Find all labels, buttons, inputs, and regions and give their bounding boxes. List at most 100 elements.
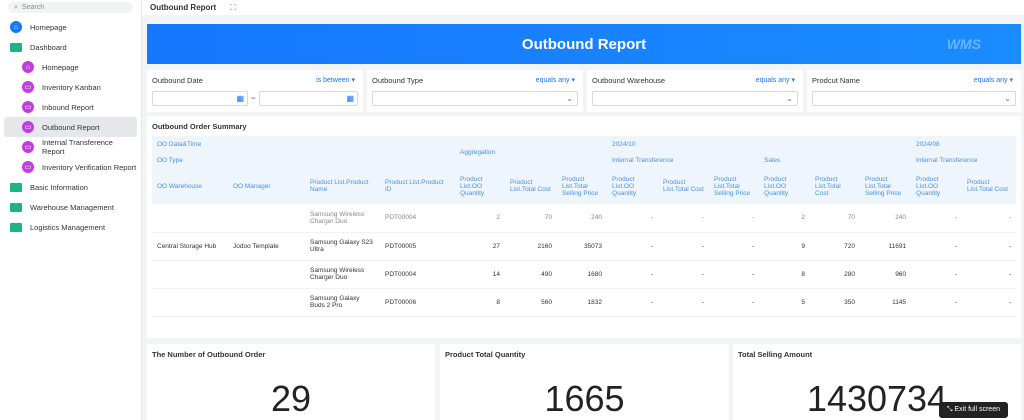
table-cell: Samsung Wireless Charger Duo	[305, 204, 380, 233]
group-type-header: Internal Transference	[911, 152, 1017, 168]
folder-icon	[10, 222, 22, 232]
column-header[interactable]: Product List.Total Cost	[658, 168, 710, 204]
table-cell: 27	[455, 232, 505, 261]
folder-icon	[10, 42, 22, 52]
outbound-warehouse-select[interactable]: ⌄	[592, 91, 798, 106]
section-title: Outbound Order Summary	[152, 122, 247, 131]
table-cell: 9	[759, 232, 811, 261]
sidebar-item-label: Basic Information	[30, 182, 88, 192]
filter-operator[interactable]: equals any ▾	[973, 77, 1013, 84]
table-cell: 2	[455, 204, 505, 233]
outbound-order-summary: Outbound Order Summary OO Data&Time Aggr…	[147, 116, 1021, 338]
sidebar-item-label: Homepage	[42, 62, 79, 72]
column-header[interactable]: Product List.Product Name	[305, 168, 380, 204]
table-cell: 720	[810, 232, 861, 261]
table-cell: -	[911, 204, 963, 233]
filter-operator[interactable]: equals any ▾	[535, 77, 575, 84]
table-cell: -	[911, 288, 963, 317]
column-header[interactable]: Product List.Total Selling Price	[557, 168, 608, 204]
table-cell: Samsung Wireless Charger Duo	[305, 260, 380, 289]
wms-watermark: WMS	[946, 36, 981, 52]
start-date-input[interactable]: ▦	[152, 91, 248, 106]
table-cell: -	[607, 260, 659, 289]
table-cell: -	[607, 232, 659, 261]
row-header-type: OO Type	[152, 152, 455, 168]
table-cell: -	[962, 260, 1017, 289]
column-header[interactable]: Product List.Product ID	[380, 168, 455, 204]
table-cell: Samsung Galaxy Buds 2 Pro	[305, 288, 380, 317]
sidebar-item[interactable]: Basic Information	[4, 177, 137, 197]
column-header[interactable]: Product List.Total Selling Price	[860, 168, 912, 204]
table-cell	[228, 260, 305, 289]
sidebar-item-label: Inbound Report	[42, 102, 94, 112]
table-row: Samsung Galaxy Buds 2 Pro PDT00006 8 560 183…	[152, 288, 1017, 317]
filter-outbound-type: Outbound Type equals any ▾ ⌄	[367, 70, 583, 112]
table-cell: -	[962, 232, 1017, 261]
sidebar-item[interactable]: ▭ Outbound Report	[4, 117, 137, 137]
table-cell: 35073	[557, 232, 608, 261]
column-header[interactable]: Product List.Total Selling Price	[709, 168, 760, 204]
stat-value: 29	[270, 378, 312, 419]
column-header[interactable]: Product List.OO Quantity	[455, 168, 505, 204]
sidebar-item[interactable]: ⌂ Homepage	[4, 17, 137, 37]
table-cell: -	[709, 260, 760, 289]
table-cell: 960	[860, 260, 912, 289]
sidebar-item[interactable]: Dashboard	[4, 37, 137, 57]
sidebar-item[interactable]: Warehouse Management	[4, 197, 137, 217]
sidebar-item[interactable]: ⌂ Homepage	[4, 57, 137, 77]
column-header[interactable]: Product List.Total Cost	[505, 168, 557, 204]
report-icon: ▭	[22, 161, 34, 173]
product-name-select[interactable]: ⌄	[812, 91, 1016, 106]
table-cell	[228, 204, 305, 233]
column-header[interactable]: Product List.OO Quantity	[759, 168, 811, 204]
column-header[interactable]: Product List.OO Quantity	[607, 168, 659, 204]
search-input[interactable]: ⌕ Search	[8, 2, 133, 13]
exit-fullscreen-button[interactable]: ⤡ Exit full screen	[938, 402, 1008, 418]
filter-label: Outbound Date	[152, 76, 203, 85]
sidebar-item[interactable]: Logistics Management	[4, 217, 137, 237]
column-header[interactable]: Product List.OO Quantity	[911, 168, 963, 204]
outbound-type-select[interactable]: ⌄	[372, 91, 578, 106]
filter-outbound-warehouse: Outbound Warehouse equals any ▾ ⌄	[587, 70, 803, 112]
sidebar-item-label: Inventory Kanban	[42, 82, 101, 92]
sidebar-item-label: Internal Transference Report	[41, 138, 113, 156]
sidebar-item[interactable]: ▭ Inventory Kanban	[4, 77, 137, 97]
table-cell: 2160	[505, 232, 557, 261]
end-date-input[interactable]: ▦	[259, 91, 358, 106]
column-header[interactable]: OO Manager	[228, 168, 305, 204]
table-cell: -	[709, 204, 760, 233]
table-cell: -	[709, 232, 760, 261]
column-header[interactable]: OO Warehouse	[152, 168, 228, 204]
table-cell: PDT00005	[380, 232, 455, 261]
top-bar: Outbound Report ⛶	[142, 0, 1024, 15]
sidebar-item[interactable]: ▭ Internal Transference Report	[4, 137, 137, 157]
filter-outbound-date: Outbound Date is between ▾ ▦ ~ ▦	[147, 70, 363, 112]
column-header[interactable]: Product List.Total Cost	[810, 168, 861, 204]
table-cell	[152, 260, 228, 289]
column-header[interactable]: Product List.Total Cost	[962, 168, 1017, 204]
table-cell: -	[658, 232, 710, 261]
table-cell: PDT00004	[380, 260, 455, 289]
table-cell	[228, 288, 305, 317]
report-icon: ▭	[22, 81, 34, 93]
sidebar-item[interactable]: ▭ Inventory Verification Report	[4, 157, 137, 177]
folder-icon	[10, 182, 22, 192]
filter-operator[interactable]: is between ▾	[316, 77, 355, 84]
table-row: Samsung Wireless Charger Duo PDT00004 2 70 2…	[152, 204, 1017, 233]
table-cell: 70	[810, 204, 861, 233]
filter-label: Outbound Type	[372, 76, 424, 85]
sidebar-item-label: Homepage	[30, 22, 67, 32]
table-cell: 11691	[860, 232, 912, 261]
fullscreen-icon[interactable]: ⛶	[230, 2, 236, 12]
table-cell: 560	[505, 288, 557, 317]
table-cell: 1680	[557, 260, 608, 289]
table-cell: 1145	[860, 288, 912, 317]
pivot-table: OO Data&Time Aggregation 2024/10 2024/08…	[152, 136, 1017, 317]
table-cell: 280	[810, 260, 861, 289]
chevron-down-icon: ⌄	[566, 94, 573, 103]
table-cell: PDT00004	[380, 204, 455, 233]
filter-operator[interactable]: equals any ▾	[755, 77, 795, 84]
table-cell: -	[962, 288, 1017, 317]
table-cell: PDT00006	[380, 288, 455, 317]
sidebar-item[interactable]: ▭ Inbound Report	[4, 97, 137, 117]
